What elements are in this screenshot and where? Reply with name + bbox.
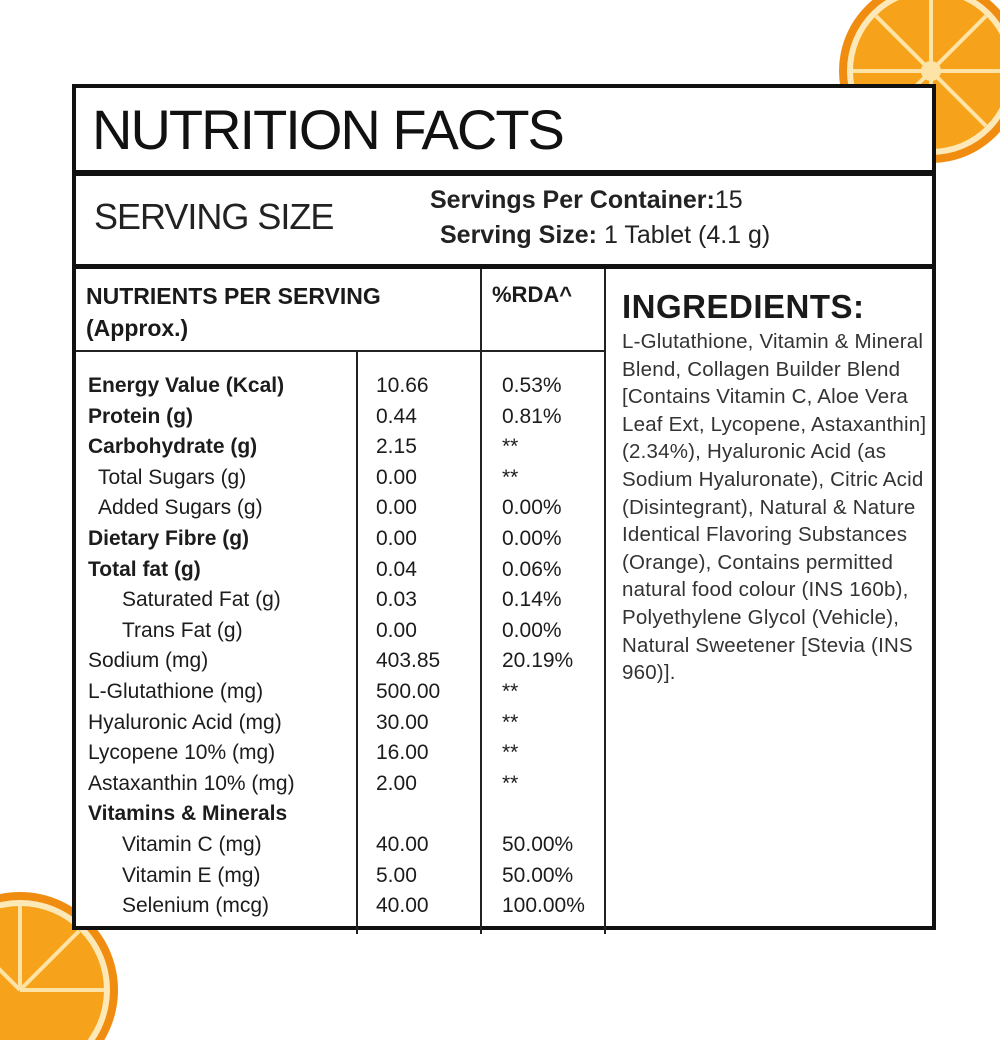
nutrient-rda: 50.00% [502, 832, 574, 856]
table-row: Added Sugars (g) 0.00 0.00% [76, 493, 606, 524]
nutrient-name: Vitamin E (mg) [122, 863, 261, 887]
table-row: Energy Value (Kcal) 10.66 0.53% [76, 371, 606, 402]
nutrient-name: Total Sugars (g) [98, 465, 247, 489]
servings-per-container-value: 15 [714, 186, 743, 214]
table-row: Dietary Fibre (g) 0.00 0.00% [76, 524, 606, 555]
header-divider [76, 350, 606, 352]
nutrient-value: 10.66 [376, 374, 429, 397]
nutrient-name: Trans Fat (g) [122, 618, 243, 642]
servings-per-container-label: Servings Per Container: [430, 186, 715, 214]
table-row: Selenium (mcg) 40.00 100.00% [76, 891, 606, 922]
serving-size-value: 1 Tablet (4.1 g) [603, 221, 771, 249]
nutrient-value: 0.04 [376, 557, 417, 581]
nutrient-rda: ** [502, 710, 519, 734]
column-divider [480, 269, 482, 934]
rda-header: %RDA^ [492, 282, 573, 307]
nutrient-rda: 0.00% [502, 618, 562, 642]
ingredients-heading: INGREDIENTS: [622, 288, 865, 325]
nutrient-name: Carbohydrate (g) [88, 435, 258, 459]
nutrient-rda: 20.19% [502, 649, 574, 673]
nutrient-name: Sodium (mg) [88, 649, 209, 673]
nutrient-value: 403.85 [376, 649, 441, 673]
nutrient-rda: 50.00% [502, 863, 574, 887]
nutrient-rda: 0.06% [502, 557, 562, 581]
table-row: Lycopene 10% (mg) 16.00 ** [76, 738, 606, 769]
nutrient-rda: 0.14% [502, 588, 562, 612]
servings-per-container: Servings Per Container:15 [430, 186, 743, 215]
table-row: Hyaluronic Acid (mg) 30.00 ** [76, 708, 606, 739]
table-row: Saturated Fat (g) 0.03 0.14% [76, 585, 606, 616]
nutrient-name: Energy Value (Kcal) [88, 374, 285, 397]
nutrition-label: NUTRITION FACTS SERVING SIZE Servings Pe… [72, 84, 936, 934]
table-row: Astaxanthin 10% (mg) 2.00 ** [76, 769, 606, 800]
nutrient-value: 0.00 [376, 526, 417, 550]
divider [76, 170, 932, 176]
serving-size-label: Serving Size: [440, 221, 597, 249]
table-row: Carbohydrate (g) 2.15 ** [76, 432, 606, 463]
table-row: Total Sugars (g) 0.00 ** [76, 463, 606, 494]
table-row: Protein (g) 0.44 0.81% [76, 402, 606, 433]
nutrient-value: 500.00 [376, 679, 441, 703]
nutrient-rda: ** [502, 741, 519, 765]
nutrient-value: 0.00 [376, 496, 417, 520]
table-row: Vitamin E (mg) 5.00 50.00% [76, 861, 606, 892]
nutrient-value: 0.00 [376, 465, 417, 489]
nutrient-value: 0.03 [376, 588, 417, 612]
nutrients-table: Energy Value (Kcal) 10.66 0.53% Protein (g… [76, 371, 606, 922]
nutrient-name: Hyaluronic Acid (mg) [88, 710, 282, 734]
ingredients-text: L-Glutathione, Vitamin & Mineral Blend, … [622, 330, 927, 685]
nutrient-name: Dietary Fibre (g) [88, 526, 250, 550]
nutrient-name: Saturated Fat (g) [122, 588, 281, 612]
nutrients-header: NUTRIENTS PER SERVING (Approx.) [86, 280, 381, 344]
nutrient-rda: 100.00% [502, 894, 585, 918]
table-row: Total fat (g) 0.04 0.06% [76, 555, 606, 586]
nutrient-rda: 0.00% [502, 526, 562, 550]
serving-size-heading: SERVING SIZE [94, 196, 334, 237]
divider [76, 264, 932, 269]
nutrient-value: 0.00 [376, 618, 417, 642]
nutrient-value: 40.00 [376, 832, 429, 856]
page-title: NUTRITION FACTS [92, 98, 565, 161]
nutrient-section-heading: Vitamins & Minerals [88, 802, 288, 826]
nutrients-header-title: NUTRIENTS PER SERVING [86, 283, 381, 309]
nutrient-rda: 0.53% [502, 374, 562, 397]
table-row: Sodium (mg) 403.85 20.19% [76, 646, 606, 677]
nutrient-value: 5.00 [376, 863, 417, 887]
nutrient-name: Protein (g) [88, 404, 193, 428]
column-divider [604, 269, 606, 934]
table-row: Trans Fat (g) 0.00 0.00% [76, 616, 606, 647]
table-row: L-Glutathione (mg) 500.00 ** [76, 677, 606, 708]
table-row: Vitamin C (mg) 40.00 50.00% [76, 830, 606, 861]
nutrient-name: Added Sugars (g) [98, 496, 263, 520]
nutrient-rda: ** [502, 465, 519, 489]
nutrients-header-sub: (Approx.) [86, 315, 189, 341]
nutrient-name: Vitamin C (mg) [122, 832, 262, 856]
nutrient-value: 16.00 [376, 741, 429, 765]
nutrient-rda: 0.81% [502, 404, 562, 428]
nutrient-value: 30.00 [376, 710, 429, 734]
table-row: Vitamins & Minerals [76, 799, 606, 830]
nutrient-rda: ** [502, 435, 519, 459]
nutrient-rda: 0.00% [502, 496, 562, 520]
column-divider [356, 350, 358, 934]
nutrient-name: Lycopene 10% (mg) [88, 741, 276, 765]
nutrient-value: 40.00 [376, 894, 429, 918]
nutrient-name: L-Glutathione (mg) [88, 679, 264, 703]
nutrient-name: Astaxanthin 10% (mg) [88, 771, 295, 795]
nutrient-rda: ** [502, 679, 519, 703]
serving-size: Serving Size: 1 Tablet (4.1 g) [440, 221, 770, 250]
nutrient-value: 2.15 [376, 435, 417, 459]
nutrient-name: Total fat (g) [88, 557, 201, 581]
nutrient-name: Selenium (mcg) [122, 894, 270, 918]
nutrient-rda: ** [502, 771, 519, 795]
nutrient-value: 0.44 [376, 404, 417, 428]
nutrient-value: 2.00 [376, 771, 417, 795]
